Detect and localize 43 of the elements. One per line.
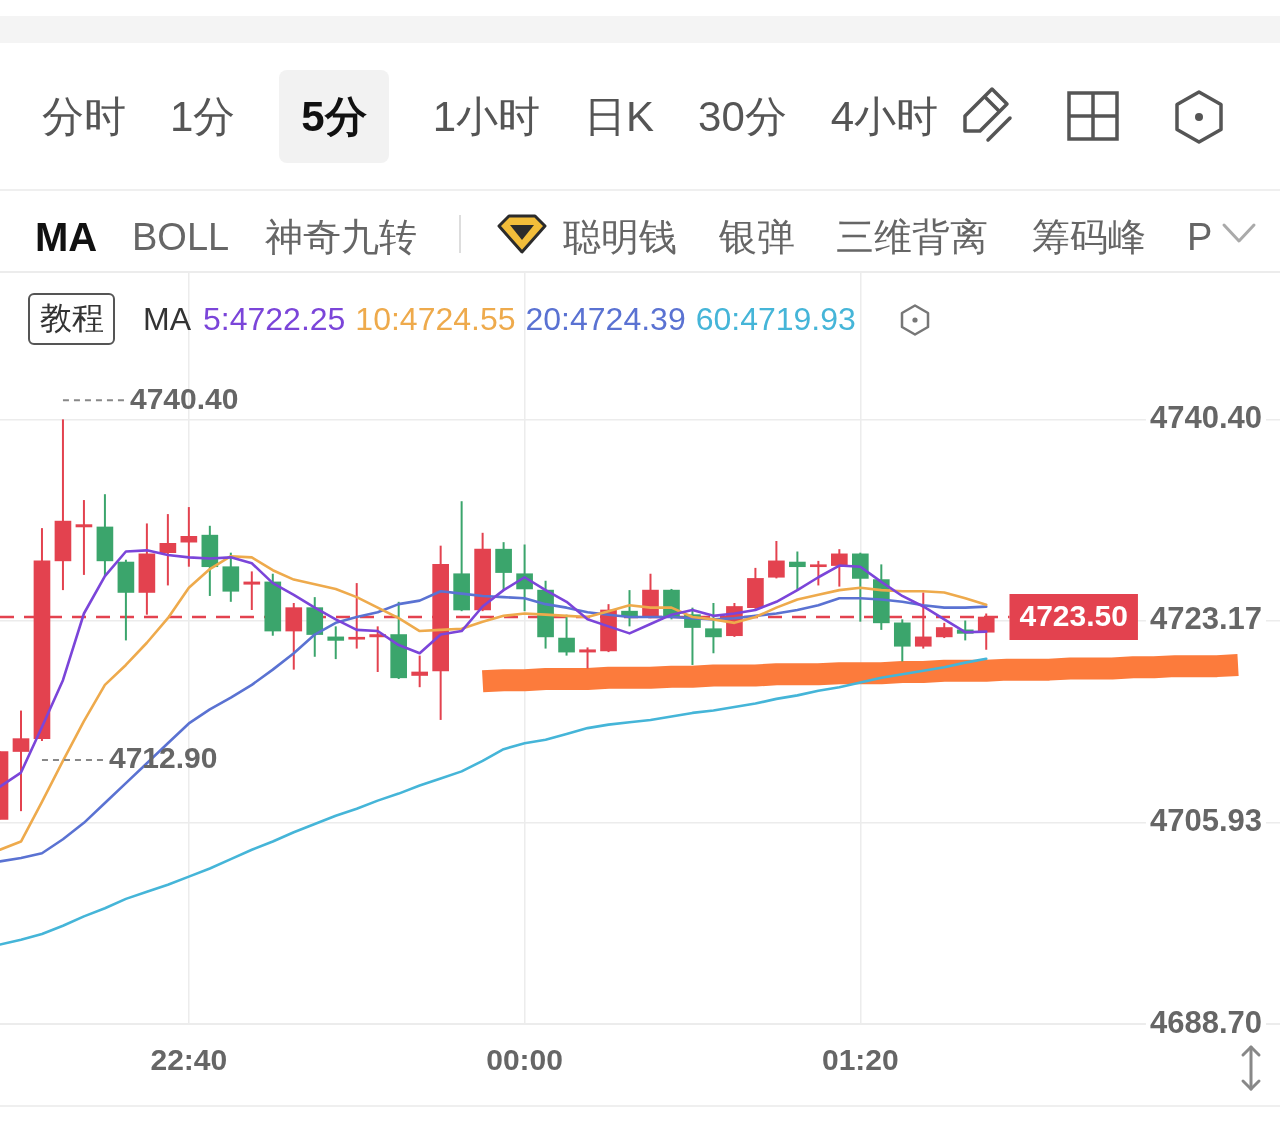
candlestick — [327, 625, 345, 661]
text: 20:4724.39 — [525, 300, 686, 338]
text: MA — [35, 214, 98, 261]
candlestick — [159, 513, 177, 587]
x-tick-label: 01:20 — [821, 1043, 899, 1077]
candlestick — [579, 646, 596, 670]
candlestick — [411, 654, 428, 689]
annotation: 教程 — [39, 299, 104, 338]
text: 银弹 — [719, 215, 795, 260]
text: P — [1187, 215, 1213, 260]
y-tick-label: 4740.40 — [1149, 399, 1262, 435]
text: 日K — [584, 91, 655, 142]
candlestick — [705, 601, 722, 655]
text: 5分 — [300, 91, 368, 142]
candlestick — [75, 499, 93, 576]
text: 4小时 — [830, 91, 939, 142]
text: 神奇九转 — [265, 215, 417, 260]
text: 5:4722.25 — [203, 300, 346, 338]
text: 筹码峰 — [1032, 215, 1146, 260]
x-tick-label: 00:00 — [486, 1043, 563, 1077]
text: 10:4724.55 — [355, 300, 516, 338]
text: 60:4719.93 — [695, 300, 856, 338]
legend-title: MA — [143, 300, 191, 338]
candlestick — [789, 550, 806, 592]
text: 分时 — [42, 91, 126, 142]
candlestick — [243, 570, 261, 611]
annotation: 4740.40 — [129, 381, 239, 415]
ref-line-label: 4723.50 — [1019, 599, 1128, 633]
text: 1分 — [170, 91, 236, 142]
candlestick — [810, 559, 827, 587]
text: 聪明钱 — [563, 215, 677, 260]
text: 1小时 — [432, 91, 541, 142]
y-tick-label: 4705.93 — [1149, 803, 1262, 839]
text: 三维背离 — [836, 215, 988, 260]
x-tick-label: 22:40 — [150, 1043, 228, 1077]
text: 30分 — [698, 91, 787, 142]
candlestick — [12, 709, 30, 813]
candlestick — [831, 548, 848, 588]
y-tick-label: 4723.17 — [1149, 601, 1262, 637]
y-tick-label: 4688.70 — [1149, 1004, 1262, 1040]
candlestick — [348, 582, 366, 650]
text: BOLL — [132, 215, 230, 260]
candlestick — [768, 539, 785, 580]
